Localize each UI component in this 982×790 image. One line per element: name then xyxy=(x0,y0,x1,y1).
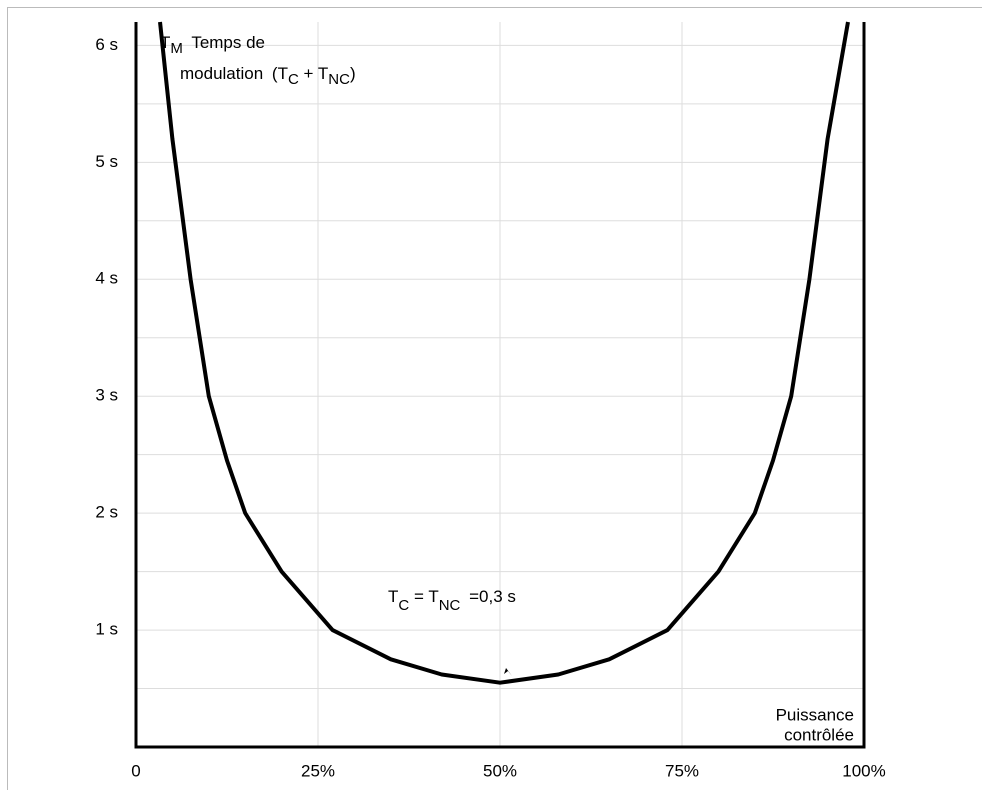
x-tick-label: 75% xyxy=(665,761,699,780)
y-tick-label: 5 s xyxy=(95,152,118,171)
curve xyxy=(158,21,850,685)
y-tick-label: 4 s xyxy=(95,269,118,288)
x-axis-label: contrôlée xyxy=(784,725,854,744)
x-tick-label: 100% xyxy=(842,761,885,780)
axes xyxy=(134,22,866,749)
y-tick-label: 6 s xyxy=(95,35,118,54)
x-tick-label: 0 xyxy=(131,761,140,780)
pointer-arrow xyxy=(504,668,512,676)
title: TM Temps de xyxy=(160,33,265,57)
y-tick-label: 2 s xyxy=(95,503,118,522)
title-line2: modulation (TC + TNC) xyxy=(180,64,356,88)
frame xyxy=(7,7,982,790)
x-tick-label: 25% xyxy=(301,761,335,780)
annotation: TC = TNC =0,3 s xyxy=(388,587,516,614)
x-tick-label: 50% xyxy=(483,761,517,780)
y-tick-label: 1 s xyxy=(95,620,118,639)
x-axis-label: Puissance xyxy=(776,705,854,724)
y-tick-label: 3 s xyxy=(95,386,118,405)
